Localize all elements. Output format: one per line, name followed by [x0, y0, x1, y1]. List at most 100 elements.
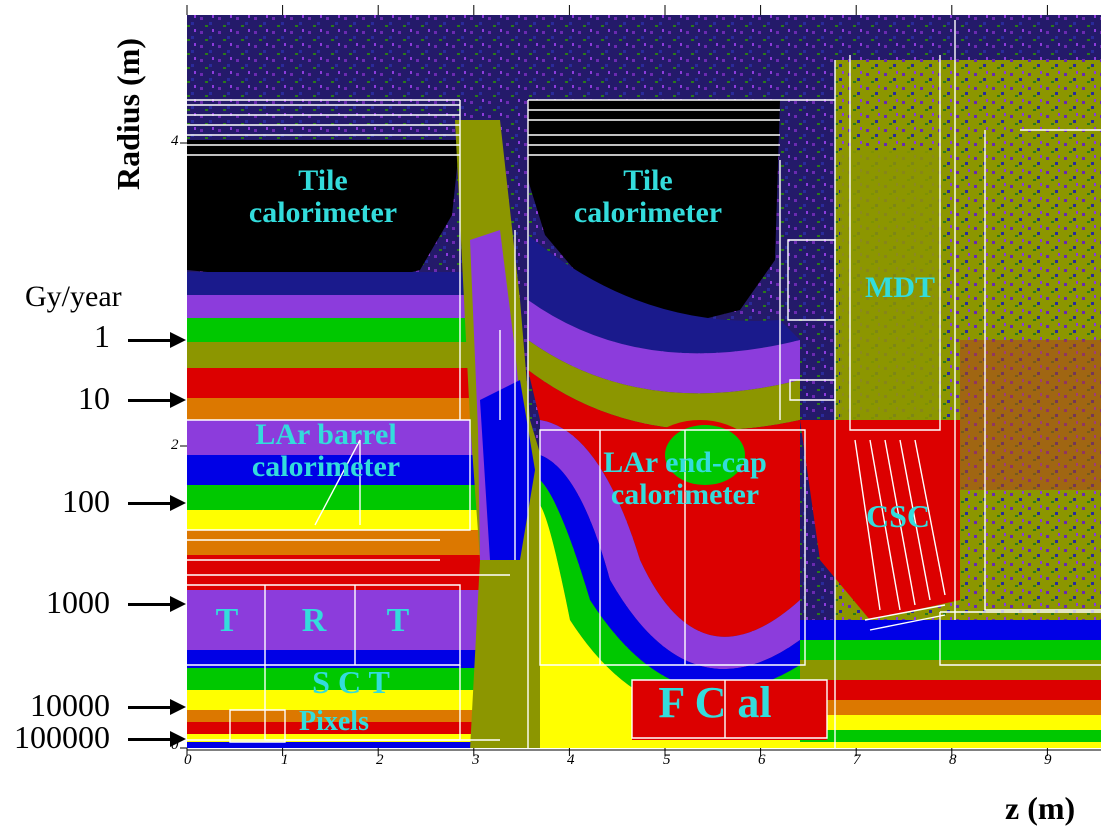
- outline-17: [187, 419, 471, 531]
- x-tick-0: 0: [184, 752, 192, 768]
- csc-label: CSC: [865, 498, 930, 534]
- dose-level-100: 100: [62, 483, 110, 519]
- pixels-label: Pixels: [299, 706, 369, 737]
- barrel-band-8: [187, 485, 507, 510]
- trt-label-r: R: [301, 602, 327, 639]
- endcap-arc-6: [540, 480, 800, 714]
- dose-arrow-1000: [128, 596, 186, 612]
- x-tick-4: 4: [567, 752, 575, 768]
- y-tick-4: 4: [171, 133, 179, 149]
- dose-level-10000: 10000: [30, 687, 110, 723]
- barrel-band-13: [187, 590, 507, 650]
- y-axis-label: Radius (m): [110, 37, 146, 190]
- x-tick-7: 7: [853, 752, 861, 768]
- forward-band-1: [800, 640, 1101, 660]
- outline-28: [229, 709, 286, 743]
- forward-band-6: [800, 730, 1101, 742]
- dose-arrow-1: [128, 332, 186, 348]
- barrel-band-12: [187, 575, 507, 590]
- tile-calorimeter-extended-label: Tile calorimeter: [573, 164, 723, 229]
- outline-50: [789, 379, 836, 401]
- trt-label-t1: T: [215, 602, 239, 639]
- dose-level-10: 10: [78, 380, 110, 416]
- forward-band-4: [800, 700, 1101, 715]
- tile-barrel-core: [187, 140, 460, 285]
- dose-arrow-100000: [128, 731, 186, 747]
- outline-23: [187, 584, 461, 666]
- detector-outlines: [187, 20, 1101, 748]
- axis-ticks: [180, 5, 1101, 756]
- barrel-band-16: [187, 690, 507, 710]
- forward-band-0: [800, 620, 1101, 640]
- fcal-region: [632, 680, 827, 740]
- mdt-label: MDT: [865, 271, 935, 304]
- barrel-band-0: [187, 272, 507, 295]
- endcap-arc-2: [528, 340, 800, 431]
- x-tick-2: 2: [376, 752, 384, 768]
- barrel-band-5: [187, 398, 507, 420]
- barrel-band-17: [187, 710, 507, 722]
- x-tick-3: 3: [472, 752, 480, 768]
- tile-calorimeter-barrel-label: Tile calorimeter: [248, 164, 398, 229]
- x-tick-1: 1: [281, 752, 289, 768]
- outline-36: [849, 55, 941, 431]
- barrel-band-9: [187, 510, 507, 530]
- dose-level-100000: 100000: [14, 719, 110, 755]
- dose-level-1000: 1000: [46, 584, 110, 620]
- barrel-band-6: [187, 420, 507, 455]
- x-tick-6: 6: [758, 752, 766, 768]
- muon-region-red: [960, 340, 1101, 490]
- outline-42: [854, 439, 881, 611]
- mdt-region: [840, 150, 940, 420]
- barrel-band-20: [187, 742, 507, 748]
- dose-arrow-10: [128, 392, 186, 408]
- endcap-arc-1: [528, 300, 800, 394]
- x-tick-5: 5: [663, 752, 671, 768]
- barrel-band-11: [187, 555, 507, 575]
- outline-38: [984, 130, 1101, 611]
- forward-band-5: [800, 715, 1101, 730]
- forward-band-7: [800, 742, 1101, 748]
- outline-47: [864, 604, 946, 621]
- barrel-band-19: [187, 734, 507, 742]
- endcap-arc-7: [540, 505, 800, 748]
- csc-region: [800, 420, 960, 620]
- outline-46: [914, 439, 946, 596]
- forward-band-3: [800, 680, 1101, 700]
- dose-unit-label: Gy/year: [25, 280, 122, 313]
- barrel-band-4: [187, 368, 507, 398]
- trt-label-t2: T: [386, 602, 410, 639]
- barrel-band-15: [187, 668, 507, 690]
- dose-level-1: 1: [94, 318, 110, 354]
- barrel-band-18: [187, 722, 507, 734]
- outline-43: [869, 439, 901, 611]
- barrel-band-3: [187, 342, 507, 368]
- x-tick-9: 9: [1044, 752, 1052, 768]
- outline-41: [939, 612, 1101, 666]
- x-axis-label: z (m): [1005, 790, 1076, 826]
- y-tick-0: 0: [171, 737, 179, 753]
- dose-bands: [187, 15, 1101, 748]
- outline-18: [314, 439, 361, 526]
- endcap-arc-5: [540, 455, 800, 692]
- outline-45: [899, 439, 931, 601]
- barrel-band-2: [187, 318, 507, 342]
- fcal-label: F C al: [658, 678, 772, 727]
- outline-44: [884, 439, 916, 606]
- endcap-arc-0: [528, 235, 800, 354]
- barrel-band-10: [187, 530, 507, 555]
- barrel-band-1: [187, 295, 507, 318]
- forward-band-2: [800, 660, 1101, 680]
- tile-extended-core: [528, 100, 780, 325]
- endcap-arc-4: [540, 420, 800, 670]
- sct-label: S C T: [312, 664, 390, 700]
- barrel-band-14: [187, 650, 507, 668]
- dose-arrow-10000: [128, 699, 186, 715]
- lar-endcap-label: LAr end-cap calorimeter: [603, 446, 767, 511]
- crack-plume-blue: [480, 380, 535, 560]
- y-tick-2: 2: [171, 437, 179, 453]
- barrel-band-7: [187, 455, 507, 485]
- x-tick-8: 8: [949, 752, 957, 768]
